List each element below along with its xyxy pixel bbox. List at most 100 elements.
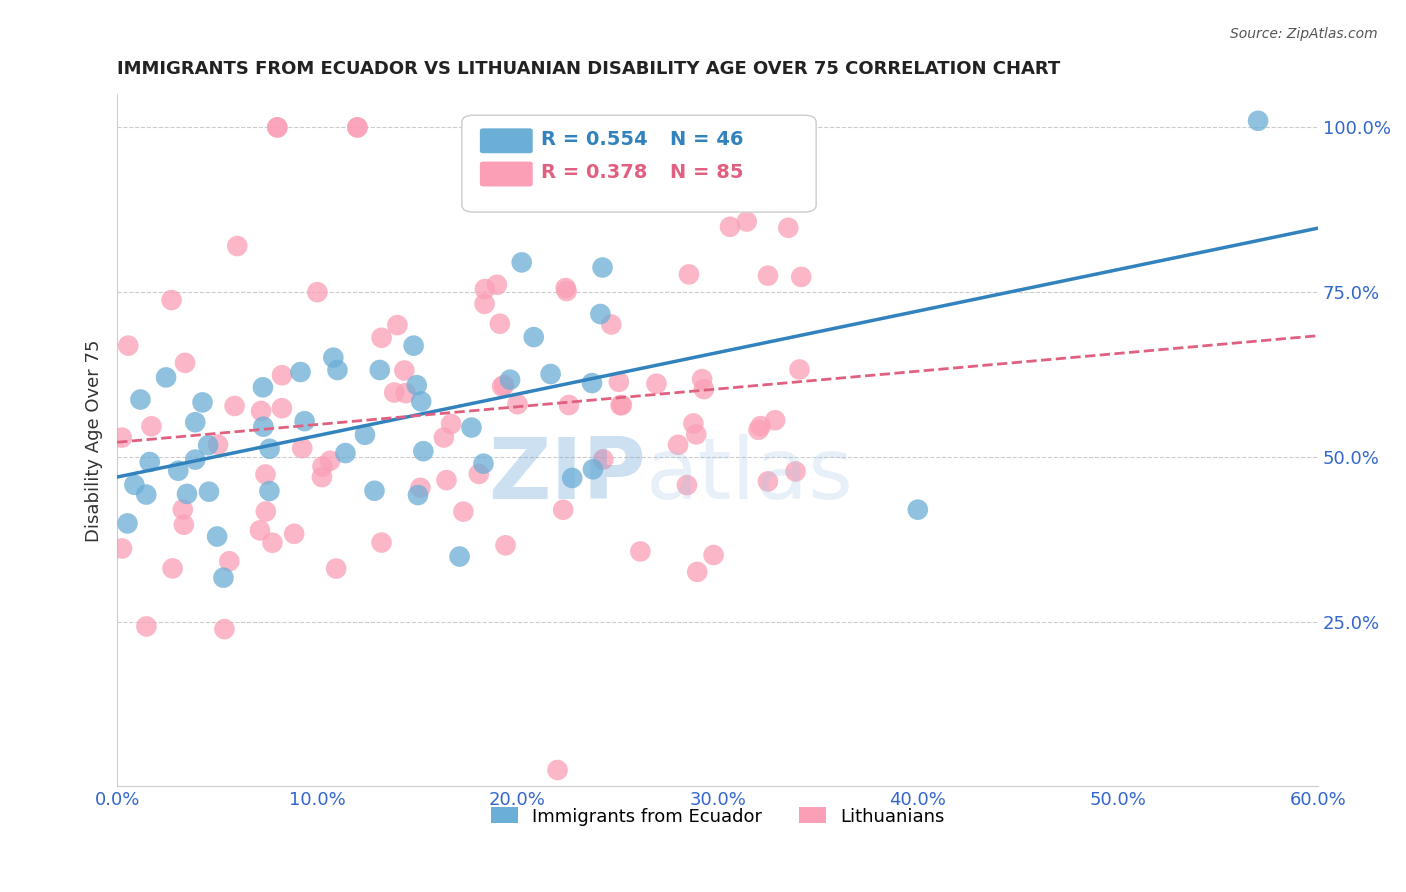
Point — [173, 517, 195, 532]
Point — [207, 437, 229, 451]
Point — [250, 404, 273, 418]
Point — [382, 385, 405, 400]
Point — [117, 516, 139, 531]
Point — [167, 464, 190, 478]
Point — [111, 431, 134, 445]
Point — [676, 478, 699, 492]
Point — [141, 419, 163, 434]
Point — [436, 473, 458, 487]
Point — [252, 419, 274, 434]
Point — [789, 362, 811, 376]
Point — [249, 524, 271, 538]
Point — [129, 392, 152, 407]
Point — [370, 331, 392, 345]
Point — [474, 297, 496, 311]
Point — [402, 338, 425, 352]
Text: ZIP: ZIP — [488, 434, 645, 516]
Point — [607, 375, 630, 389]
Point — [453, 505, 475, 519]
Point — [747, 423, 769, 437]
Point — [735, 214, 758, 228]
Point — [682, 417, 704, 431]
Text: Source: ZipAtlas.com: Source: ZipAtlas.com — [1230, 27, 1378, 41]
Point — [491, 379, 513, 393]
Point — [111, 541, 134, 556]
Point — [197, 438, 219, 452]
Point — [191, 395, 214, 409]
Point — [226, 239, 249, 253]
Point — [592, 260, 614, 275]
Point — [756, 475, 779, 489]
Point — [224, 399, 246, 413]
Point — [266, 120, 288, 135]
Point — [368, 363, 391, 377]
Point — [628, 544, 651, 558]
Point — [485, 277, 508, 292]
Point — [311, 459, 333, 474]
Point — [409, 481, 432, 495]
Point — [294, 414, 316, 428]
Point — [412, 444, 434, 458]
Point — [581, 376, 603, 390]
Point — [555, 284, 578, 298]
Point — [907, 502, 929, 516]
Point — [756, 268, 779, 283]
Point — [405, 378, 427, 392]
Point — [259, 484, 281, 499]
Point — [553, 502, 575, 516]
Point — [174, 356, 197, 370]
Point — [354, 427, 377, 442]
Point — [135, 487, 157, 501]
Point — [270, 401, 292, 416]
Point — [693, 382, 716, 396]
Point — [198, 484, 221, 499]
Point — [283, 526, 305, 541]
Point — [610, 398, 633, 412]
Point — [135, 619, 157, 633]
Point — [785, 465, 807, 479]
Point — [749, 419, 772, 434]
Point — [325, 561, 347, 575]
Point — [291, 441, 314, 455]
Text: IMMIGRANTS FROM ECUADOR VS LITHUANIAN DISABILITY AGE OVER 75 CORRELATION CHART: IMMIGRANTS FROM ECUADOR VS LITHUANIAN DI… — [117, 60, 1060, 78]
Point — [290, 365, 312, 379]
Point — [184, 415, 207, 429]
Point — [460, 420, 482, 434]
FancyBboxPatch shape — [479, 128, 533, 153]
Point — [523, 330, 546, 344]
Point — [322, 351, 344, 365]
Point — [184, 452, 207, 467]
Point — [499, 373, 522, 387]
Point — [600, 318, 623, 332]
Point — [495, 538, 517, 552]
Point — [139, 455, 162, 469]
Point — [117, 338, 139, 352]
Point — [319, 454, 342, 468]
Point — [346, 120, 368, 135]
Point — [790, 269, 813, 284]
Point — [472, 457, 495, 471]
Point — [387, 318, 409, 332]
Point — [346, 120, 368, 135]
Legend: Immigrants from Ecuador, Lithuanians: Immigrants from Ecuador, Lithuanians — [484, 800, 952, 833]
Point — [763, 413, 786, 427]
Point — [212, 571, 235, 585]
Point — [718, 219, 741, 234]
Point — [155, 370, 177, 384]
Point — [592, 452, 614, 467]
Point — [468, 467, 491, 481]
Point — [363, 483, 385, 498]
Point — [690, 372, 713, 386]
Text: N = 46: N = 46 — [669, 130, 744, 149]
Point — [558, 398, 581, 412]
Point — [589, 307, 612, 321]
Point — [370, 535, 392, 549]
Point — [335, 446, 357, 460]
Point — [474, 282, 496, 296]
Point — [540, 367, 562, 381]
Point — [433, 431, 456, 445]
Point — [440, 417, 463, 431]
Point — [262, 535, 284, 549]
Point — [311, 470, 333, 484]
Point — [254, 504, 277, 518]
